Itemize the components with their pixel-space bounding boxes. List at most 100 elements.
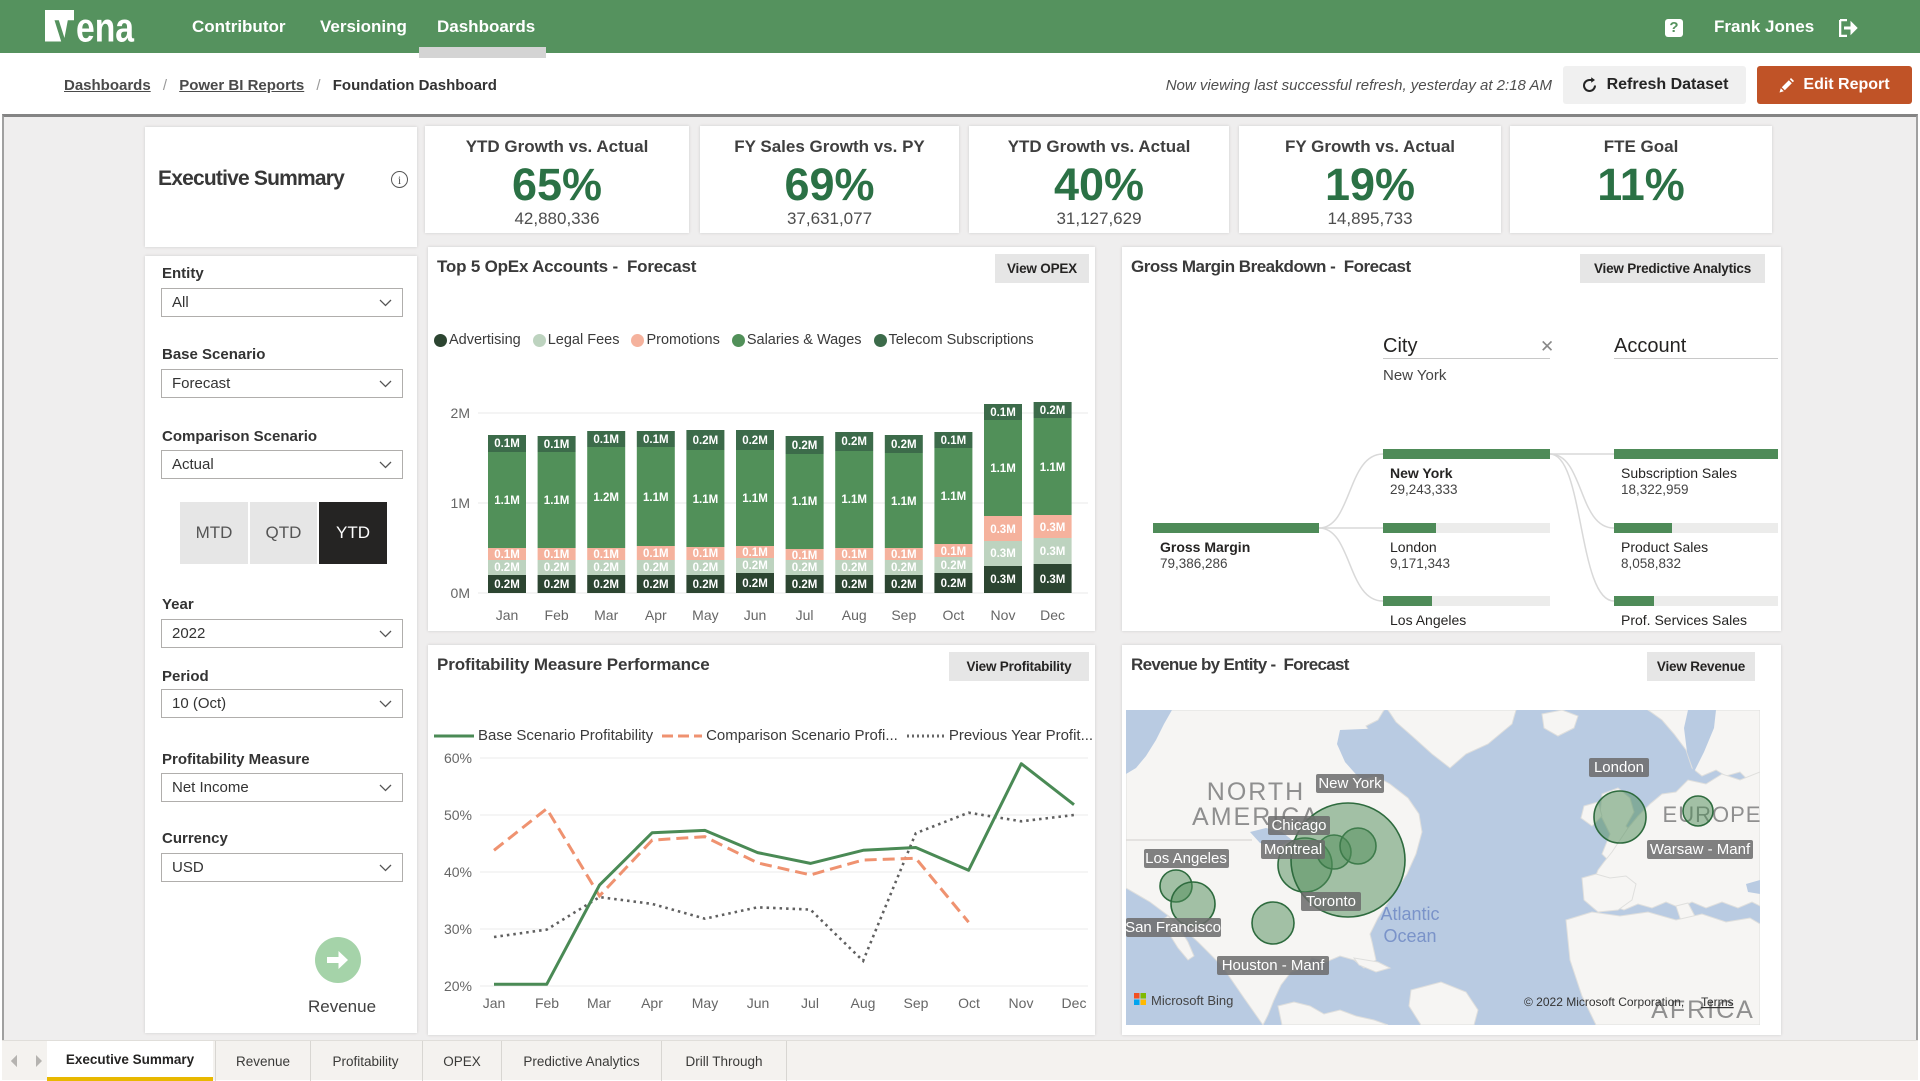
svg-text:0.2M: 0.2M [742, 560, 768, 572]
svg-text:Chicago: Chicago [1271, 817, 1326, 834]
svg-text:0.2M: 0.2M [593, 562, 619, 574]
svg-text:May: May [692, 607, 718, 623]
svg-text:0.2M: 0.2M [494, 562, 520, 574]
svg-text:0.2M: 0.2M [941, 578, 967, 590]
svg-text:0.1M: 0.1M [494, 438, 520, 450]
svg-text:Montreal: Montreal [1264, 841, 1322, 858]
svg-text:1.1M: 1.1M [891, 496, 917, 508]
svg-text:San Francisco: San Francisco [1126, 919, 1221, 936]
svg-text:0.1M: 0.1M [941, 546, 967, 558]
svg-text:Houston - Manf: Houston - Manf [1222, 957, 1325, 974]
svg-text:0.2M: 0.2M [742, 578, 768, 590]
svg-text:Atlantic: Atlantic [1380, 904, 1439, 924]
svg-text:Los Angeles: Los Angeles [1145, 850, 1227, 867]
svg-text:0.2M: 0.2M [941, 560, 967, 572]
svg-text:NORTH: NORTH [1207, 778, 1305, 806]
svg-text:1.1M: 1.1M [792, 496, 818, 508]
svg-text:0.2M: 0.2M [1040, 405, 1066, 417]
svg-text:Oct: Oct [943, 607, 965, 623]
svg-text:0.1M: 0.1M [742, 547, 768, 559]
svg-text:Apr: Apr [645, 607, 667, 623]
svg-text:0.2M: 0.2M [891, 562, 917, 574]
svg-text:1.1M: 1.1M [643, 492, 669, 504]
svg-text:Nov: Nov [991, 607, 1016, 623]
svg-text:0.2M: 0.2M [891, 579, 917, 591]
svg-text:1.1M: 1.1M [693, 494, 719, 506]
svg-text:Toronto: Toronto [1306, 893, 1356, 910]
svg-text:0.3M: 0.3M [990, 524, 1016, 536]
svg-text:0.1M: 0.1M [593, 434, 619, 446]
svg-text:Mar: Mar [587, 995, 611, 1011]
svg-text:30%: 30% [444, 921, 472, 937]
svg-text:New York: New York [1318, 775, 1382, 792]
svg-text:60%: 60% [444, 750, 472, 766]
svg-text:0.2M: 0.2M [693, 562, 719, 574]
svg-text:Jul: Jul [801, 995, 819, 1011]
svg-text:0.2M: 0.2M [792, 440, 818, 452]
svg-text:Mar: Mar [594, 607, 618, 623]
svg-text:0.2M: 0.2M [643, 562, 669, 574]
svg-text:0.2M: 0.2M [792, 579, 818, 591]
svg-text:20%: 20% [444, 978, 472, 994]
svg-text:0.1M: 0.1M [494, 549, 520, 561]
svg-text:Dec: Dec [1040, 607, 1065, 623]
svg-text:Sep: Sep [891, 607, 916, 623]
svg-text:Jul: Jul [796, 607, 814, 623]
svg-text:0.1M: 0.1M [792, 550, 818, 562]
svg-text:0.2M: 0.2M [841, 579, 867, 591]
svg-text:40%: 40% [444, 864, 472, 880]
svg-text:0.2M: 0.2M [742, 435, 768, 447]
svg-text:50%: 50% [444, 807, 472, 823]
svg-text:0.1M: 0.1M [643, 434, 669, 446]
svg-text:2M: 2M [451, 405, 470, 421]
svg-text:0.3M: 0.3M [1040, 546, 1066, 558]
svg-text:0.2M: 0.2M [693, 579, 719, 591]
svg-text:0.3M: 0.3M [1040, 574, 1066, 586]
svg-text:AFRICA: AFRICA [1651, 996, 1755, 1024]
svg-text:Dec: Dec [1062, 995, 1087, 1011]
svg-text:May: May [692, 995, 718, 1011]
svg-text:1.1M: 1.1M [1040, 462, 1066, 474]
svg-text:0.3M: 0.3M [990, 574, 1016, 586]
svg-text:0.1M: 0.1M [941, 435, 967, 447]
svg-text:Apr: Apr [641, 995, 663, 1011]
svg-text:Aug: Aug [851, 995, 876, 1011]
svg-text:0.3M: 0.3M [990, 548, 1016, 560]
svg-text:0.3M: 0.3M [1040, 522, 1066, 534]
svg-text:Sep: Sep [904, 995, 929, 1011]
svg-text:0.1M: 0.1M [593, 549, 619, 561]
svg-text:Terms: Terms [1701, 995, 1734, 1009]
svg-text:Warsaw - Manf: Warsaw - Manf [1650, 841, 1751, 858]
svg-text:0.2M: 0.2M [891, 439, 917, 451]
svg-text:Nov: Nov [1009, 995, 1034, 1011]
svg-text:1.1M: 1.1M [990, 463, 1016, 475]
svg-text:1.1M: 1.1M [544, 495, 570, 507]
svg-text:London: London [1594, 759, 1644, 776]
svg-text:1.1M: 1.1M [494, 495, 520, 507]
svg-text:0.1M: 0.1M [990, 407, 1016, 419]
svg-text:0.2M: 0.2M [693, 435, 719, 447]
svg-text:Microsoft Bing: Microsoft Bing [1151, 993, 1233, 1008]
svg-text:0.2M: 0.2M [544, 579, 570, 591]
svg-text:0.1M: 0.1M [693, 548, 719, 560]
svg-text:0.2M: 0.2M [792, 562, 818, 574]
svg-text:0M: 0M [451, 585, 470, 601]
svg-text:1.1M: 1.1M [941, 491, 967, 503]
svg-text:Jun: Jun [747, 995, 770, 1011]
svg-text:0.2M: 0.2M [593, 579, 619, 591]
svg-text:1M: 1M [451, 495, 470, 511]
svg-text:0.2M: 0.2M [494, 579, 520, 591]
svg-text:0.1M: 0.1M [544, 549, 570, 561]
svg-text:0.2M: 0.2M [643, 579, 669, 591]
svg-text:Jan: Jan [496, 607, 519, 623]
svg-text:1.1M: 1.1M [742, 493, 768, 505]
svg-text:1.2M: 1.2M [593, 492, 619, 504]
svg-text:ena: ena [76, 10, 135, 44]
svg-text:0.1M: 0.1M [544, 439, 570, 451]
svg-text:© 2022 Microsoft Corporation,: © 2022 Microsoft Corporation, [1524, 995, 1684, 1009]
svg-text:0.2M: 0.2M [841, 562, 867, 574]
svg-text:Jun: Jun [744, 607, 767, 623]
svg-text:Ocean: Ocean [1383, 926, 1436, 946]
svg-text:0.2M: 0.2M [841, 436, 867, 448]
svg-text:0.1M: 0.1M [643, 548, 669, 560]
